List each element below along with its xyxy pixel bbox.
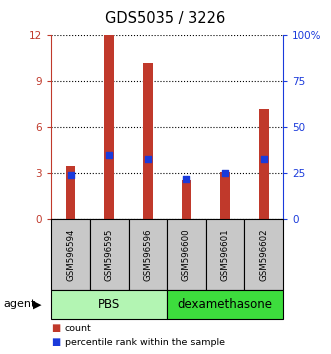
Point (68, 172, 73, 178)
Bar (244, 219, 283, 290)
Point (145, 156, 151, 161)
Text: GDS5035 / 3226: GDS5035 / 3226 (105, 11, 226, 25)
Bar (220, 172, 230, 219)
Bar (143, 63, 153, 219)
Bar (51, 290, 167, 319)
Point (261, 156, 266, 161)
Bar (90, 219, 128, 290)
Bar (66, 166, 75, 219)
Point (222, 171, 228, 176)
Bar (51, 219, 90, 290)
Text: GSM596600: GSM596600 (182, 229, 191, 281)
Text: GSM596596: GSM596596 (143, 229, 152, 281)
Text: percentile rank within the sample: percentile rank within the sample (65, 338, 224, 347)
Bar (128, 219, 167, 290)
Bar (259, 109, 268, 219)
Text: dexamethasone: dexamethasone (177, 298, 273, 311)
Text: GSM596601: GSM596601 (220, 229, 230, 281)
Text: ■: ■ (51, 323, 61, 333)
Text: PBS: PBS (98, 298, 120, 311)
Bar (104, 35, 114, 219)
Text: GSM596602: GSM596602 (259, 229, 268, 281)
Text: count: count (65, 324, 91, 333)
Point (184, 176, 189, 182)
Text: ■: ■ (51, 337, 61, 348)
Point (107, 152, 112, 158)
Text: ▶: ▶ (33, 299, 42, 309)
Bar (182, 179, 191, 219)
Bar (167, 290, 283, 319)
Text: agent: agent (3, 299, 36, 309)
Bar (167, 219, 206, 290)
Text: GSM596595: GSM596595 (105, 229, 114, 281)
Text: GSM596594: GSM596594 (66, 229, 75, 281)
Bar (206, 219, 244, 290)
